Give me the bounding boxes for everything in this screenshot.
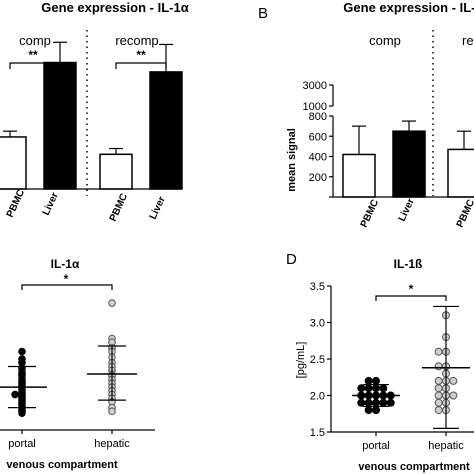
panel-a-bar-recomp-liver [149, 71, 183, 190]
panel-d-point-portal [364, 398, 373, 407]
panel-a-group-label-recomp: recomp [115, 33, 158, 48]
panel-b-ytick-label-400: 400 [309, 152, 327, 164]
panel-c-sig-bracket [21, 284, 113, 290]
panel-b-bar-re-pbmc [447, 148, 474, 198]
panel-d-point-portal [364, 384, 373, 393]
panel-d-ytick-label-1.5: 1.5 [310, 427, 325, 439]
panel-d-xlabel-portal: portal [362, 440, 390, 452]
panel-c-point-portal [18, 409, 26, 418]
panel-b-bar-comp-liver [392, 130, 426, 198]
panel-a-bar-comp-pbmc [0, 136, 27, 190]
panel-a-sig-comp: ** [28, 48, 38, 62]
panel-c-point-hepatic [108, 407, 116, 416]
panel-d-ytick-label-3.0: 3.0 [310, 318, 325, 330]
panel-c-point-hepatic [108, 299, 116, 307]
panel-d-point-hepatic [434, 391, 443, 400]
panel-d-point-hepatic [434, 347, 443, 356]
panel-c-title: IL-1α [51, 257, 80, 271]
panel-d-xaxis-title: venous compartment [358, 461, 470, 473]
panel-a-bars [0, 41, 183, 190]
panel-a-sig-recomp: ** [136, 48, 146, 62]
panel-d-xlabel-hepatic: hepatic [428, 440, 464, 452]
panel-a-xtick-pbmc-1: PBMC [5, 188, 27, 219]
panel-b-ytick-label-200: 200 [309, 172, 327, 184]
panel-c-point-portal [11, 390, 19, 399]
panel-d-ytick-label-3.5: 3.5 [310, 281, 325, 293]
panel-b-xtick-liver-1: Liver [397, 197, 417, 223]
panel-d: D IL-1ß [pg/mL] 1.5 2.0 2.5 3.0 3.5 * portal… [286, 251, 474, 473]
panel-a-bar-recomp-pbmc [99, 153, 133, 190]
panel-d-point-hepatic [434, 362, 443, 371]
panel-d-label: D [286, 251, 297, 268]
panel-d-point-hepatic [434, 398, 443, 407]
panel-d-points [352, 305, 470, 429]
panel-d-point-portal [372, 406, 380, 415]
panel-b-bar-comp-pbmc [342, 153, 376, 198]
panel-d-yticks: 1.5 2.0 2.5 3.0 3.5 [310, 281, 331, 439]
panel-a-xtick-liver-1: Liver [41, 191, 61, 217]
panel-a-xtick-pbmc-2: PBMC [108, 192, 130, 223]
panel-c-point-portal [18, 347, 26, 356]
panel-a: Gene expression - IL-1α comp recomp ** *… [0, 0, 189, 223]
panel-b-xtick-pbmc-2: PBMC [455, 198, 474, 229]
panel-c: IL-1α * portal hepatic venous compartmen… [0, 257, 155, 471]
panel-a-group-label-comp: comp [19, 33, 51, 48]
panel-d-point-portal [386, 398, 395, 407]
panel-b-xtick-pbmc-1: PBMC [359, 198, 381, 229]
panel-b-ytick-label-800: 800 [309, 111, 327, 123]
panel-b-label: B [258, 5, 268, 22]
panel-a-bar-comp-liver [43, 61, 77, 190]
panel-c-xaxis-title: venous compartment [6, 459, 118, 471]
panel-a-title: Gene expression - IL-1α [41, 0, 188, 15]
panel-b-ytick-label-600: 600 [309, 131, 327, 143]
panel-c-sig: * [64, 272, 69, 286]
panel-b-ytick-label-3000: 3000 [303, 80, 327, 92]
panel-d-ylabel: [pg/mL] [295, 342, 307, 379]
panel-b-ytick-label-1000: 1000 [303, 101, 327, 113]
panel-d-sig: * [409, 282, 414, 296]
panel-a-sig-bracket-recomp [115, 62, 167, 69]
panel-d-point-hepatic [434, 406, 443, 415]
panel-c-xlabel-portal: portal [8, 438, 36, 450]
panel-b: B Gene expression - IL-1α mean signal 20… [258, 0, 474, 229]
panel-b-group-label-comp: comp [369, 33, 401, 48]
panel-d-point-portal [364, 376, 373, 385]
panel-b-title: Gene expression - IL-1α [343, 0, 474, 15]
panel-d-point-portal [364, 406, 373, 415]
panel-d-point-portal [372, 376, 380, 385]
panel-d-point-hepatic [449, 391, 458, 400]
panel-d-point-portal [379, 398, 388, 407]
panel-d-point-portal [379, 384, 388, 393]
panel-a-xtick-liver-2: Liver [148, 195, 168, 221]
panel-d-point-hepatic [434, 376, 443, 385]
panel-d-title: IL-1ß [394, 257, 423, 271]
panel-c-points [0, 299, 137, 418]
panel-d-sig-bracket [375, 295, 447, 301]
panel-d-point-hepatic [449, 376, 458, 385]
panel-b-bars [342, 120, 474, 198]
panel-d-point-portal [357, 384, 366, 393]
panel-d-point-portal [357, 398, 366, 407]
panel-d-ytick-label-2.5: 2.5 [310, 354, 325, 366]
panel-b-ylabel: mean signal [286, 128, 298, 192]
panel-d-point-hepatic [434, 384, 443, 393]
panel-c-xlabel-hepatic: hepatic [94, 438, 130, 450]
panel-d-ytick-label-2.0: 2.0 [310, 391, 325, 403]
panel-b-group-label-re: re [462, 33, 474, 48]
